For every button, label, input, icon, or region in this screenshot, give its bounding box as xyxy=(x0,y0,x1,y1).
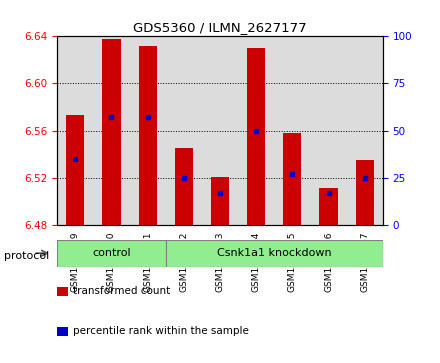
Bar xyxy=(211,177,229,225)
Bar xyxy=(283,133,301,225)
Text: percentile rank within the sample: percentile rank within the sample xyxy=(73,326,249,336)
Title: GDS5360 / ILMN_2627177: GDS5360 / ILMN_2627177 xyxy=(133,21,307,34)
Bar xyxy=(103,39,121,225)
Bar xyxy=(66,115,84,225)
Text: protocol: protocol xyxy=(4,251,50,261)
Bar xyxy=(57,240,166,267)
Text: Csnk1a1 knockdown: Csnk1a1 knockdown xyxy=(217,248,332,258)
Text: control: control xyxy=(92,248,131,258)
Bar xyxy=(356,160,374,225)
Bar xyxy=(175,148,193,225)
Text: transformed count: transformed count xyxy=(73,286,170,296)
Bar xyxy=(319,188,337,225)
Bar xyxy=(139,46,157,225)
Bar xyxy=(166,240,383,267)
Bar xyxy=(247,48,265,225)
